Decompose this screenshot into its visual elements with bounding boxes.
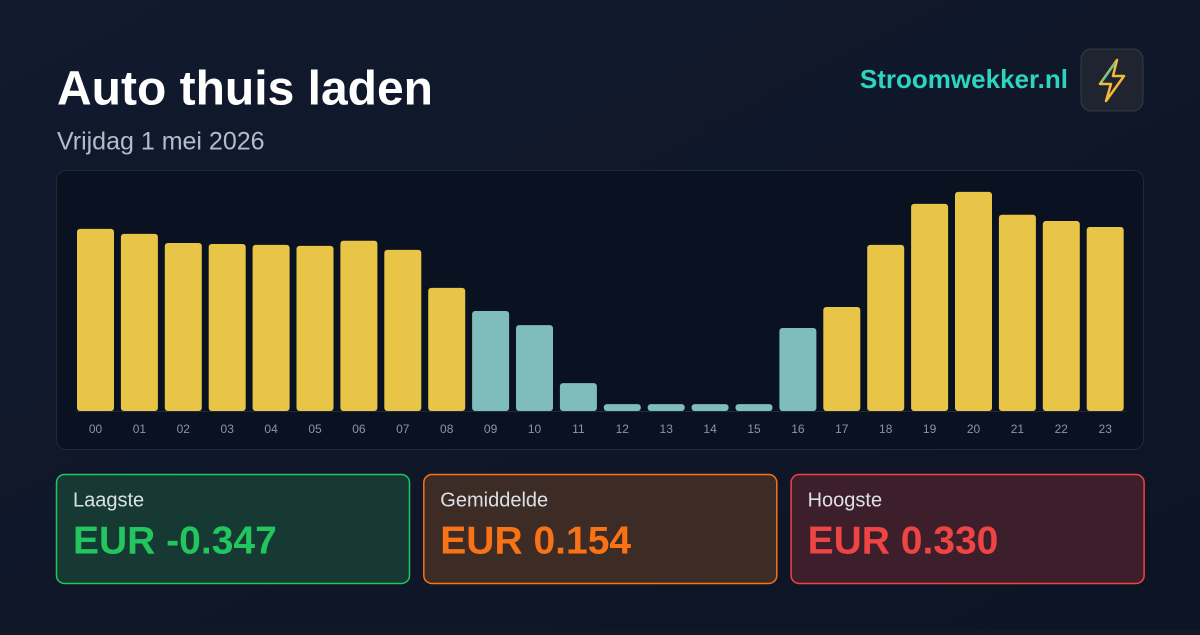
subtitle: Vrijdag 1 mei 2026 <box>57 128 265 156</box>
bar <box>1086 227 1124 411</box>
x-tick-label: 13 <box>660 422 674 436</box>
bar <box>384 249 422 411</box>
brand: Stroomwekker.nl <box>860 64 1068 94</box>
stat-value: EUR 0.330 <box>808 519 999 562</box>
x-tick-label: 17 <box>835 422 849 436</box>
x-tick-label: 20 <box>967 422 981 436</box>
x-tick-label: 03 <box>221 422 235 436</box>
bar <box>867 244 905 411</box>
x-tick-label: 05 <box>308 422 322 436</box>
bar <box>164 243 202 411</box>
stat-box <box>55 473 411 585</box>
bar <box>296 245 334 411</box>
x-tick-label: 15 <box>747 422 761 436</box>
stat-value: EUR 0.154 <box>440 519 631 562</box>
x-tick-label: 10 <box>528 422 542 436</box>
stat-label: Laagste <box>73 489 144 511</box>
x-tick-label: 22 <box>1055 422 1069 436</box>
x-tick-label: 01 <box>133 422 147 436</box>
bar <box>691 404 729 411</box>
x-tick-label: 04 <box>264 422 278 436</box>
x-tick-label: 21 <box>1011 422 1025 436</box>
bar <box>472 311 510 411</box>
x-tick-label: 06 <box>352 422 366 436</box>
bar <box>647 404 685 411</box>
bar <box>779 327 817 411</box>
x-tick-label: 19 <box>923 422 937 436</box>
bars: 00 01 02 03 04 05 06 07 08 09 10 11 12 13 14 15 16 17 18 19… <box>77 191 1124 436</box>
stats: Laagste EUR -0.347 Gemiddelde EUR 0.154 Hoog… <box>55 473 1145 585</box>
x-tick-label: 14 <box>703 422 717 436</box>
bar <box>77 228 114 411</box>
stat-value: EUR -0.347 <box>73 519 277 562</box>
bar <box>823 306 861 411</box>
bolt-icon <box>1098 58 1126 103</box>
x-tick-label: 09 <box>484 422 498 436</box>
bar <box>252 244 290 411</box>
title: Auto thuis laden <box>57 63 433 116</box>
bar <box>120 233 158 411</box>
bar <box>1042 221 1080 411</box>
x-tick-label: 11 <box>572 422 585 436</box>
bar <box>428 287 466 411</box>
x-tick-label: 12 <box>616 422 630 436</box>
bar <box>955 191 992 411</box>
bar <box>998 214 1036 411</box>
bar <box>340 240 378 411</box>
bar <box>735 404 773 411</box>
x-tick-label: 07 <box>396 422 410 436</box>
bar <box>559 383 597 411</box>
stat-box <box>790 473 1145 585</box>
x-tick-label: 23 <box>1099 422 1113 436</box>
bar <box>911 203 949 411</box>
bolt-accent <box>1101 62 1116 83</box>
stat-box <box>423 473 778 585</box>
x-tick-label: 18 <box>879 422 893 436</box>
brand-icon <box>1080 48 1144 112</box>
stat-label: Hoogste <box>808 489 883 511</box>
bar <box>603 404 641 411</box>
bar <box>516 325 553 411</box>
x-tick-label: 00 <box>89 422 103 436</box>
x-tick-label: 08 <box>440 422 454 436</box>
bar <box>208 243 246 411</box>
x-tick-label: 02 <box>177 422 191 436</box>
stat-label: Gemiddelde <box>440 489 548 511</box>
x-tick-label: 16 <box>791 422 805 436</box>
